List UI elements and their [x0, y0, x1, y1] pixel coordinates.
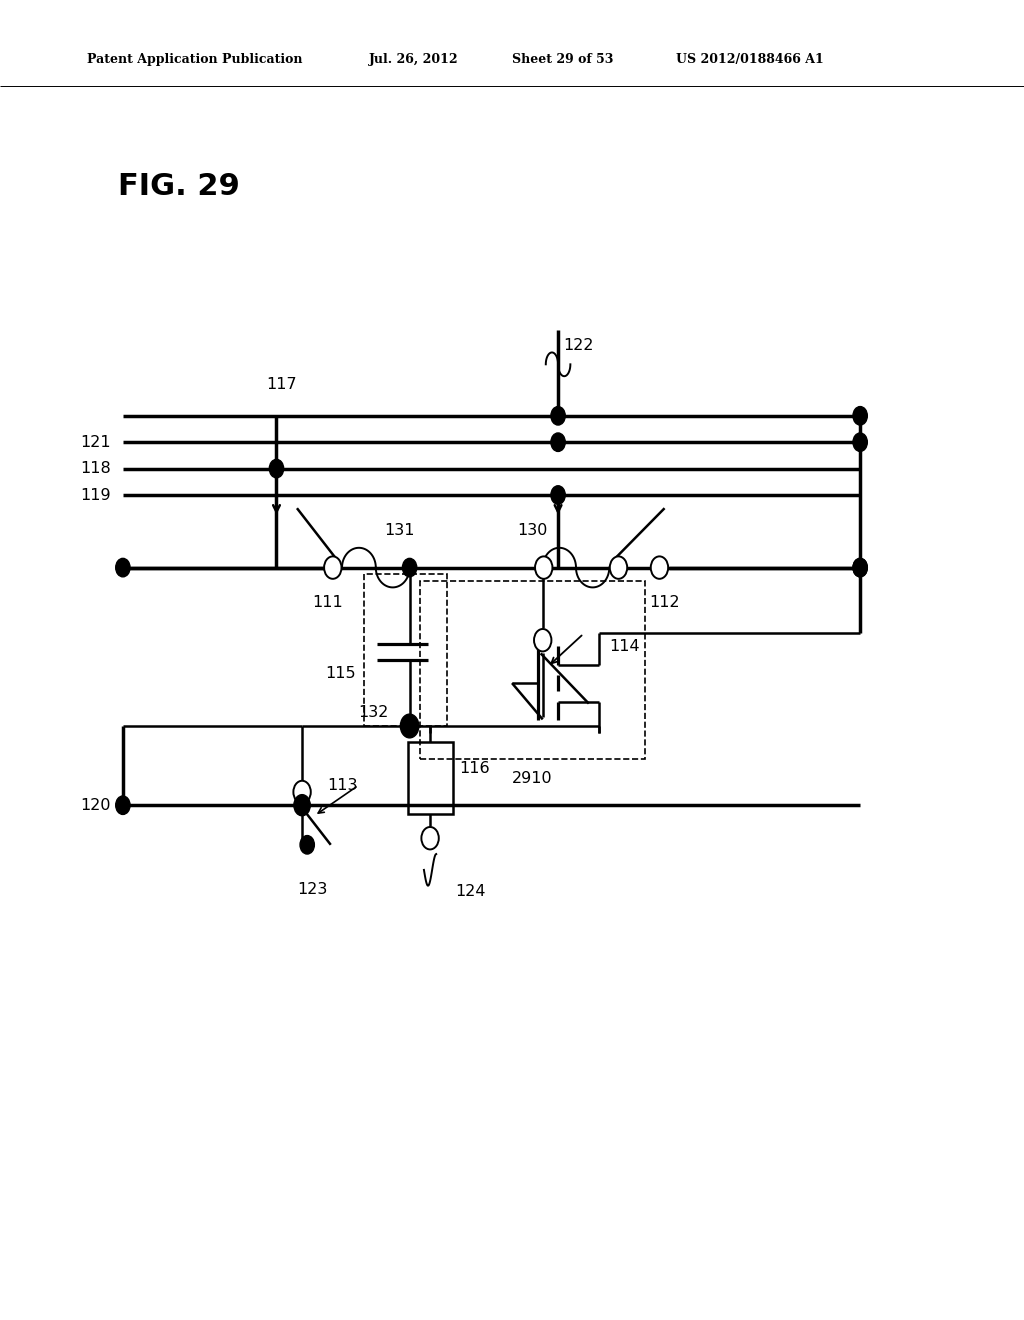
Text: 116: 116: [459, 760, 489, 776]
Circle shape: [400, 714, 419, 738]
Text: 113: 113: [328, 777, 358, 793]
Circle shape: [300, 836, 314, 854]
Circle shape: [853, 433, 867, 451]
Text: 120: 120: [80, 797, 111, 813]
Text: 118: 118: [80, 461, 111, 477]
Circle shape: [551, 433, 565, 451]
Text: FIG. 29: FIG. 29: [118, 172, 240, 201]
Circle shape: [551, 407, 565, 425]
Text: 112: 112: [649, 595, 680, 610]
Circle shape: [269, 459, 284, 478]
Text: 117: 117: [266, 378, 297, 392]
Text: 119: 119: [80, 487, 111, 503]
Text: US 2012/0188466 A1: US 2012/0188466 A1: [676, 53, 823, 66]
Bar: [420, 581, 645, 759]
Circle shape: [116, 796, 130, 814]
Circle shape: [324, 557, 342, 578]
Circle shape: [116, 558, 130, 577]
Text: 2910: 2910: [512, 771, 553, 785]
Text: 131: 131: [384, 523, 415, 537]
Text: 130: 130: [517, 523, 548, 537]
Text: Jul. 26, 2012: Jul. 26, 2012: [369, 53, 459, 66]
Text: 123: 123: [297, 882, 328, 896]
Circle shape: [651, 557, 668, 578]
Circle shape: [422, 826, 438, 850]
Text: 115: 115: [326, 665, 356, 681]
Circle shape: [536, 557, 553, 578]
Text: Sheet 29 of 53: Sheet 29 of 53: [512, 53, 613, 66]
Circle shape: [853, 407, 867, 425]
Circle shape: [551, 486, 565, 504]
Circle shape: [535, 630, 551, 652]
Circle shape: [610, 557, 627, 578]
Text: 121: 121: [80, 434, 111, 450]
Circle shape: [853, 558, 867, 577]
Circle shape: [536, 558, 550, 577]
Text: 111: 111: [312, 595, 343, 610]
Circle shape: [853, 558, 867, 577]
Text: 132: 132: [358, 705, 389, 721]
Text: 122: 122: [563, 338, 594, 352]
Text: Patent Application Publication: Patent Application Publication: [87, 53, 302, 66]
Circle shape: [402, 558, 417, 577]
Bar: [364, 574, 447, 726]
Text: 124: 124: [456, 884, 486, 899]
Circle shape: [294, 795, 310, 816]
Circle shape: [293, 780, 311, 803]
Bar: [408, 742, 453, 814]
Text: 114: 114: [609, 639, 640, 655]
